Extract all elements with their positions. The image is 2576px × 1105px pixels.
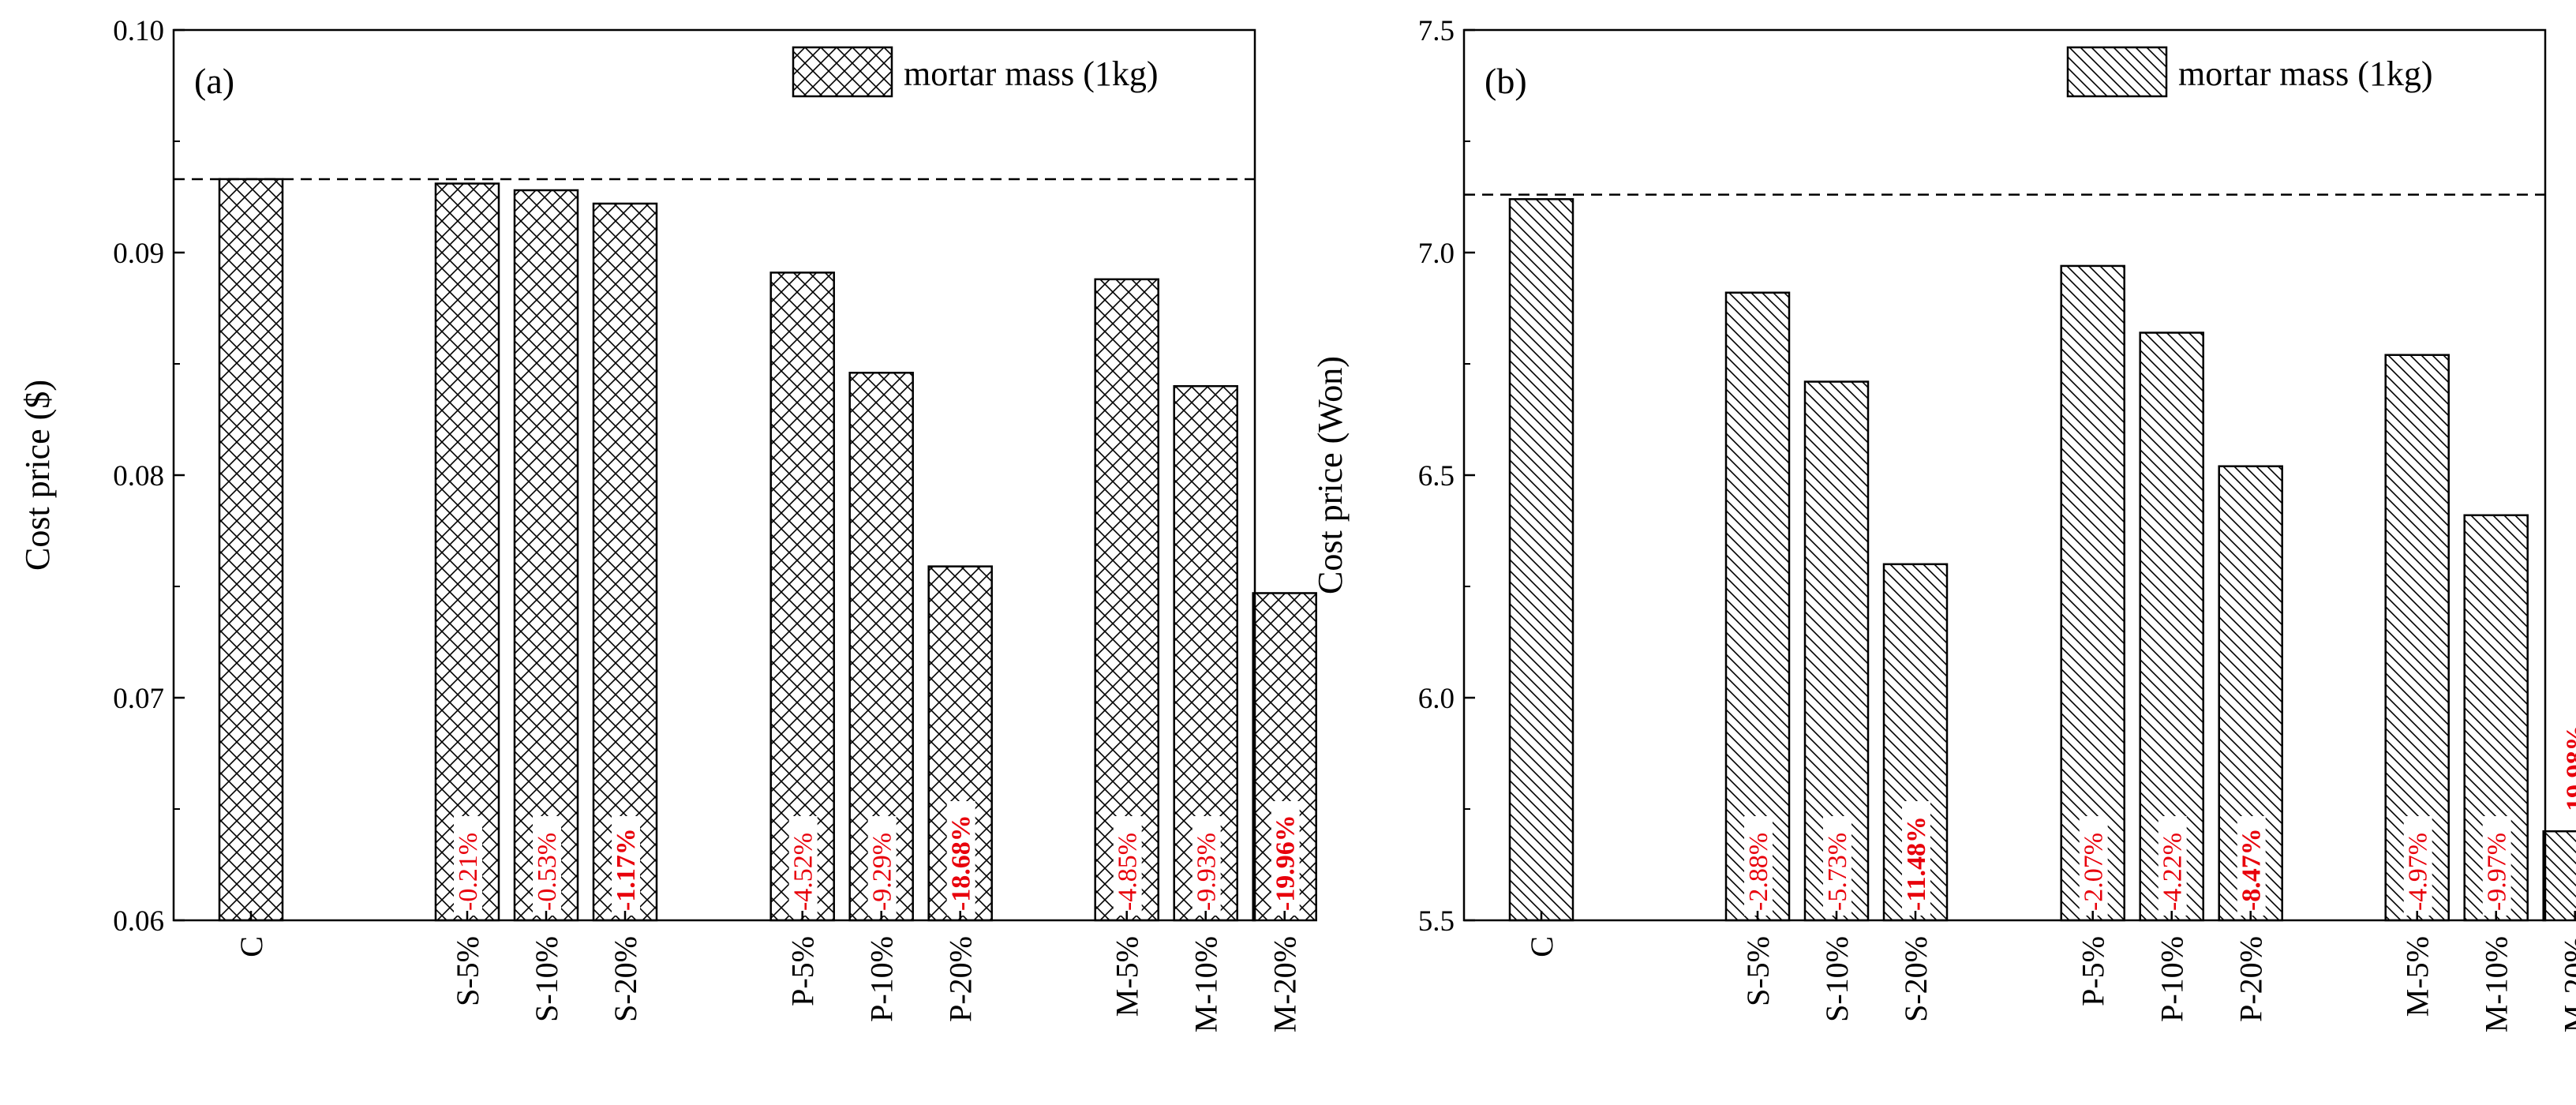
bar-annotation: -8.47% bbox=[2237, 828, 2267, 911]
x-tick-label: S-5% bbox=[1740, 936, 1776, 1006]
bar-annotation: -2.88% bbox=[1744, 833, 1773, 911]
bar-s-5pct bbox=[434, 182, 500, 922]
y-tick-label: 0.06 bbox=[113, 905, 164, 938]
legend-swatch bbox=[2066, 46, 2168, 98]
y-tick-label: 7.5 bbox=[1418, 15, 1455, 47]
x-tick-label: C bbox=[1524, 936, 1559, 957]
bar-m-20pct bbox=[2542, 830, 2576, 922]
x-tick-label: M-5% bbox=[1110, 936, 1145, 1017]
bar-s-5pct bbox=[1724, 291, 1791, 922]
legend-swatch bbox=[792, 46, 893, 98]
x-tick-label: S-20% bbox=[1898, 936, 1934, 1022]
y-tick-label: 0.07 bbox=[113, 683, 164, 715]
x-tick-label: C bbox=[234, 936, 269, 957]
bar-annotation: -19.98% bbox=[2562, 724, 2576, 820]
bar-annotation: -0.21% bbox=[454, 833, 483, 911]
x-tick-label: P-5% bbox=[785, 936, 821, 1006]
bar-annotation: -19.96% bbox=[1271, 815, 1301, 911]
x-tick-label: P-20% bbox=[943, 936, 979, 1022]
annotation-background bbox=[788, 816, 818, 916]
y-tick-label: 0.08 bbox=[113, 460, 164, 493]
bar-m-5pct bbox=[1094, 278, 1159, 922]
annotation-background bbox=[2237, 816, 2266, 916]
bar-annotation: -0.53% bbox=[533, 833, 562, 911]
annotation-background bbox=[1823, 816, 1852, 916]
annotation-background bbox=[1902, 801, 1930, 916]
bar-p-5pct bbox=[2060, 264, 2125, 922]
bar-annotation: -2.07% bbox=[2080, 833, 2109, 911]
x-tick-label: P-20% bbox=[2233, 936, 2269, 1022]
y-tick-label: 5.5 bbox=[1418, 905, 1455, 938]
bar-p-5pct bbox=[769, 272, 835, 922]
x-tick-label: S-20% bbox=[608, 936, 643, 1022]
x-tick-label: M-20% bbox=[2558, 936, 2576, 1032]
annotation-background bbox=[1192, 816, 1221, 916]
plot-frame bbox=[172, 28, 1256, 922]
bar-annotation: -11.48% bbox=[1902, 816, 1931, 911]
y-tick-label: 0.10 bbox=[113, 15, 164, 47]
panel-label: (b) bbox=[1485, 61, 1527, 101]
x-tick-label: M-10% bbox=[2479, 936, 2514, 1032]
annotation-background bbox=[454, 816, 482, 916]
bar-annotation: -9.97% bbox=[2483, 833, 2512, 911]
bar-s-20pct bbox=[592, 202, 658, 922]
legend-label: mortar mass (1kg) bbox=[904, 54, 1159, 93]
x-tick-label: P-10% bbox=[2155, 936, 2190, 1022]
annotation-background bbox=[612, 816, 640, 916]
x-tick-label: S-10% bbox=[529, 936, 564, 1022]
bar-annotation: -4.52% bbox=[789, 833, 818, 911]
x-tick-label: S-5% bbox=[450, 936, 485, 1006]
y-tick-label: 6.5 bbox=[1418, 460, 1455, 493]
annotation-background bbox=[1271, 801, 1300, 916]
bar-annotation: -9.93% bbox=[1193, 833, 1222, 911]
x-tick-label: P-5% bbox=[2076, 936, 2111, 1006]
plot-frame bbox=[1462, 28, 2547, 922]
y-tick-label: 0.09 bbox=[113, 238, 164, 270]
bar-annotation: -4.22% bbox=[2159, 833, 2188, 911]
x-tick-label: M-10% bbox=[1189, 936, 1224, 1032]
annotation-background bbox=[946, 801, 975, 916]
y-axis-label: Cost price ($) bbox=[18, 380, 57, 571]
y-tick-label: 6.0 bbox=[1418, 683, 1455, 715]
legend-label: mortar mass (1kg) bbox=[2178, 54, 2433, 93]
bar-s-10pct bbox=[513, 189, 579, 922]
bar-annotation: -9.29% bbox=[868, 833, 897, 911]
bar-annotation: -1.17% bbox=[612, 828, 641, 911]
y-axis-label: Cost price (Won) bbox=[1311, 356, 1350, 594]
bar-p-20pct bbox=[927, 565, 993, 922]
bar-annotation: -4.97% bbox=[2404, 833, 2433, 911]
x-tick-label: M-20% bbox=[1267, 936, 1303, 1032]
annotation-background bbox=[2403, 816, 2432, 916]
bar-annotation: -5.73% bbox=[1823, 833, 1852, 911]
bar-c bbox=[1508, 198, 1574, 922]
chart-panel-a: -0.21% -0.53% -1.17% -4.52% -9.29% -18.68% -4.… bbox=[18, 15, 1317, 1032]
annotation-background bbox=[1113, 816, 1142, 916]
annotation-background bbox=[2158, 816, 2187, 916]
annotation-background bbox=[533, 816, 561, 916]
annotation-background bbox=[2079, 816, 2108, 916]
x-tick-label: S-10% bbox=[1819, 936, 1855, 1022]
panel-label: (a) bbox=[194, 61, 234, 101]
y-tick-label: 7.0 bbox=[1418, 238, 1455, 270]
chart-panel-b: -2.88% -5.73% -11.48% -2.07% -4.22% -8.47% -4.… bbox=[1311, 15, 2576, 1032]
bar-c bbox=[218, 178, 284, 922]
annotation-background bbox=[867, 816, 897, 916]
annotation-background bbox=[2482, 816, 2511, 916]
annotation-background bbox=[1744, 816, 1773, 916]
x-tick-label: M-5% bbox=[2400, 936, 2436, 1017]
bar-annotation: -4.85% bbox=[1114, 833, 1143, 911]
bar-annotation: -18.68% bbox=[947, 815, 976, 911]
x-tick-label: P-10% bbox=[864, 936, 900, 1022]
